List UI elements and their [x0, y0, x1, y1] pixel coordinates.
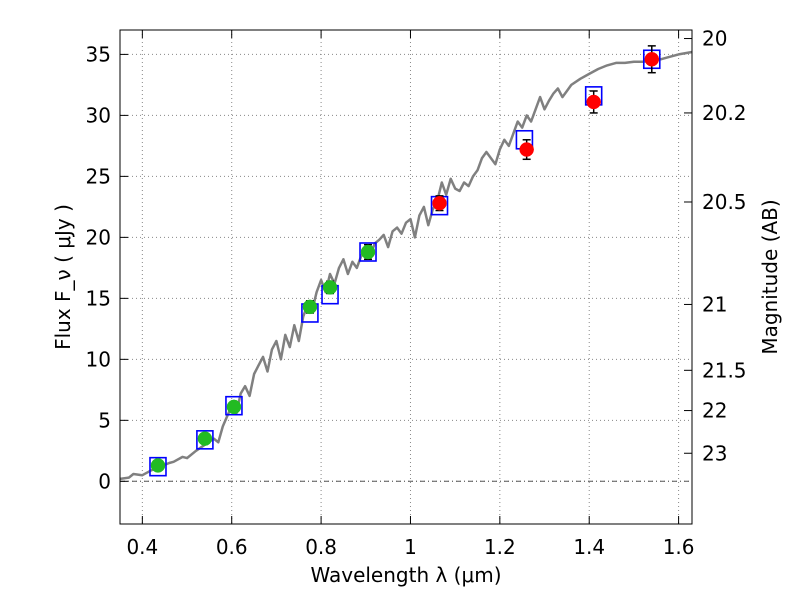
model-box	[196, 430, 214, 450]
x-tick-label: 1.6	[663, 535, 695, 559]
data-point	[302, 299, 318, 315]
data-point	[519, 142, 534, 157]
data-point	[150, 458, 166, 473]
data-point	[360, 244, 376, 260]
y-tick-label: 5	[98, 408, 111, 432]
data-point	[197, 431, 213, 446]
y-tick-label: 30	[86, 103, 111, 127]
y-tick-label: 20	[86, 225, 111, 249]
mag-tick-label: 20	[702, 27, 727, 51]
data-point	[586, 94, 601, 110]
y-tick-label: 25	[86, 164, 111, 188]
plot-frame	[119, 29, 693, 525]
mag-tick-label: 20.5	[702, 190, 747, 214]
axis-ticks: 0.4 0.6 0.8 1 1.2 1.4 1.6 0 5 10 15 20 25 30 35 20 20.2 2…	[86, 27, 747, 559]
spectrum-layer	[119, 50, 693, 481]
model-box	[149, 456, 167, 477]
data-point	[322, 280, 338, 295]
y-tick-label: 15	[86, 286, 111, 310]
mag-tick-label: 20.2	[702, 101, 747, 125]
mag-tick-label: 21	[702, 292, 727, 316]
photometry-layer	[150, 45, 660, 473]
x-tick-label: 0.8	[305, 535, 337, 559]
data-point	[644, 52, 660, 67]
data-point	[432, 195, 447, 211]
x-tick-label: 1	[404, 535, 417, 559]
x-tick-label: 1.4	[573, 535, 605, 559]
x-tick-label: 1.2	[484, 535, 516, 559]
y2-axis-label: Magnitude (AB)	[758, 199, 782, 354]
spectrum-line	[119, 50, 693, 481]
x-tick-label: 0.6	[216, 535, 248, 559]
y-tick-label: 35	[86, 42, 111, 66]
mag-tick-label: 21.5	[702, 358, 747, 382]
data-point	[226, 399, 242, 415]
model-box	[359, 242, 377, 262]
model-box	[225, 395, 243, 416]
mag-tick-label: 23	[702, 441, 727, 465]
mag-tick-label: 22	[702, 399, 727, 423]
x-tick-label: 0.4	[126, 535, 158, 559]
y-axis-label: Flux F_ν ( μJy )	[51, 204, 75, 350]
y-tick-label: 10	[86, 347, 111, 371]
x-axis-label: Wavelength λ (μm)	[310, 563, 501, 587]
y-tick-label: 0	[98, 469, 111, 493]
